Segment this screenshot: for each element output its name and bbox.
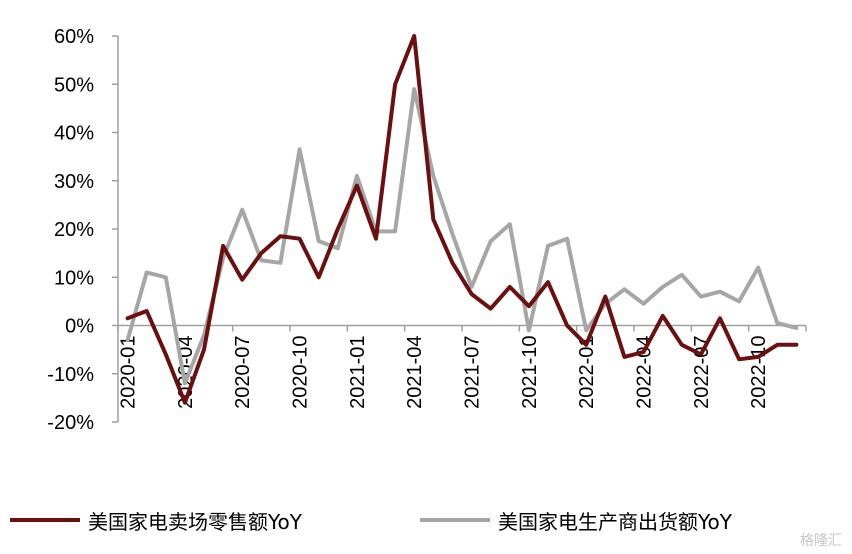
y-tick-label: 20% <box>54 219 94 241</box>
legend: 美国家电卖场零售额YoY 美国家电生产商出货额YoY <box>0 500 852 540</box>
y-tick-label: 40% <box>54 123 94 145</box>
y-tick-label: 30% <box>54 171 94 193</box>
x-tick-label: 2022-07 <box>691 336 713 409</box>
y-tick-label: 0% <box>65 316 94 338</box>
legend-item-series-1: 美国家电卖场零售额YoY <box>10 500 302 540</box>
x-tick-label: 2020-10 <box>290 336 312 409</box>
series-line-1 <box>125 34 799 405</box>
y-tick-label: -10% <box>47 364 94 386</box>
x-tick-label: 2022-10 <box>748 336 770 409</box>
legend-swatch-series-1 <box>10 518 80 522</box>
legend-label-series-2: 美国家电生产商出货额YoY <box>498 509 733 534</box>
y-tick-label: 50% <box>54 74 94 96</box>
x-tick-label: 2020-07 <box>232 336 254 409</box>
series-lines <box>125 34 799 405</box>
line-chart: -20% -10% 0% 10% 20% 30% 40% 50% 60% 2020-01 2020… <box>47 26 807 434</box>
watermark: 格隆汇 <box>800 533 842 549</box>
y-tick-label: 60% <box>54 26 94 48</box>
legend-label-series-1: 美国家电卖场零售额YoY <box>88 509 303 534</box>
x-tick-label: 2021-04 <box>404 336 426 409</box>
x-tick-label: 2021-10 <box>519 336 541 409</box>
x-tick-label: 2021-07 <box>462 336 484 409</box>
x-tick-label: 2021-01 <box>347 336 369 409</box>
legend-swatch-series-2 <box>420 518 490 522</box>
y-axis-tick-labels: -20% -10% 0% 10% 20% 30% 40% 50% 60% <box>47 26 94 434</box>
y-tick-label: 10% <box>54 267 94 289</box>
series-line-2 <box>125 87 799 386</box>
y-tick-label: -20% <box>47 412 94 434</box>
legend-item-series-2: 美国家电生产商出货额YoY <box>420 500 732 540</box>
x-tick-label: 2022-01 <box>576 336 598 409</box>
x-tick-label: 2020-01 <box>118 336 140 409</box>
x-axis-tick-labels: 2020-01 2020-04 2020-07 2020-10 2021-01 2021-… <box>118 336 771 409</box>
